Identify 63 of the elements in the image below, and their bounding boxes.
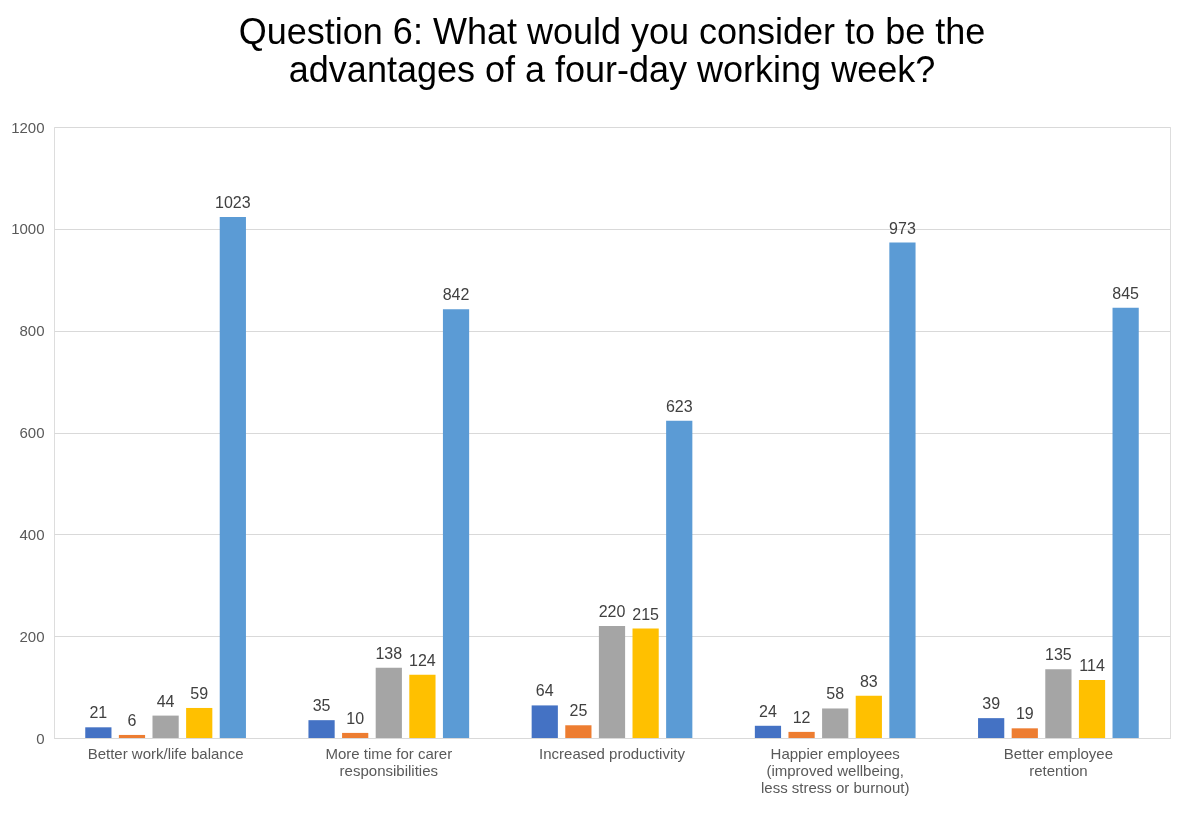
data-label: 845 [1112,284,1140,302]
data-label: 58 [826,685,845,703]
data-label: 135 [1045,646,1072,664]
bar [1078,679,1106,738]
bar [598,625,626,738]
bar [978,718,1005,738]
data-label: 1023 [215,194,251,212]
data-label: 973 [889,219,916,237]
bar [666,420,693,738]
bar [565,725,592,738]
bar [632,628,659,738]
x-tick-label: Increased productivity [539,744,686,762]
data-label: 83 [859,672,878,690]
y-tick-label: 1200 [11,118,45,136]
bar [531,705,558,738]
x-tick-label: More time for carer responsibilities [325,744,453,779]
data-label: 19 [1015,705,1034,723]
y-tick-label: 800 [19,322,45,340]
y-tick-label: 200 [19,627,45,645]
data-label: 21 [89,704,108,722]
bar [409,674,436,738]
data-label: 6 [127,711,137,729]
x-tick-label: Happier employees (improved wellbeing, less stress or burnout) [761,744,910,796]
bar [855,695,882,738]
bar [754,725,782,738]
bar [1112,307,1139,738]
data-label: 215 [632,605,660,623]
data-label: 138 [375,644,403,662]
bar [788,731,815,738]
y-tick-label: 600 [19,424,45,441]
bar [822,708,849,738]
data-label: 44 [156,692,175,710]
data-label: 10 [346,709,365,727]
data-label: 114 [1079,656,1105,674]
data-label: 220 [598,602,626,620]
data-label: 24 [759,702,777,720]
bar [308,720,335,738]
bar [219,217,246,738]
y-tick-label: 0 [36,729,45,747]
data-label: 25 [569,702,588,720]
data-label: 39 [982,695,1001,713]
data-label: 35 [312,697,331,715]
bar [342,732,369,738]
x-tick-label: Better work/life balance [87,744,244,762]
bar [375,667,402,738]
data-label: 59 [190,684,209,702]
data-label: 64 [535,682,554,700]
bar [1045,669,1072,738]
data-label: 124 [409,651,436,669]
bar [186,707,213,738]
y-tick-label: 400 [19,525,45,543]
y-tick-label: 1000 [11,220,45,238]
data-label: 12 [792,708,811,726]
bar [118,734,146,738]
data-label: 623 [665,397,693,415]
x-tick-label: Better employee retention [1003,744,1114,779]
bar [1011,728,1038,738]
bar [152,715,179,738]
data-label: 842 [442,286,470,304]
bar [889,242,916,738]
bar [442,309,470,738]
bar [85,727,112,738]
chart-title: Question 6: What would you consider to be the advantages of a four-day working week? [238,11,986,90]
